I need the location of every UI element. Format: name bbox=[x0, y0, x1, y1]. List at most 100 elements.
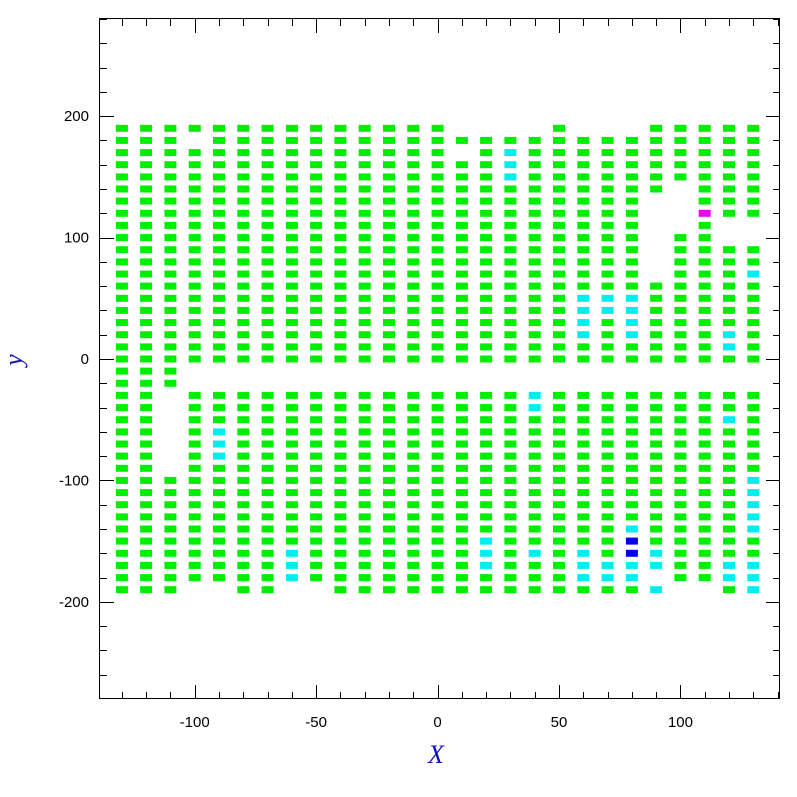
data-cell-green bbox=[383, 440, 395, 448]
data-cell-green bbox=[747, 428, 760, 436]
data-cell-green bbox=[455, 476, 468, 484]
data-cell-green bbox=[334, 501, 347, 509]
data-cell-green bbox=[140, 149, 153, 157]
data-cell-green bbox=[358, 464, 371, 472]
data-cell-green bbox=[213, 404, 225, 412]
data-cell-green bbox=[407, 331, 420, 339]
data-cell-green bbox=[261, 537, 274, 545]
y-tick-labels: -200 -100 0 100 200 bbox=[59, 108, 89, 611]
data-cell-green bbox=[553, 537, 565, 545]
data-cell-green bbox=[553, 173, 565, 181]
data-cell-green bbox=[553, 161, 565, 169]
data-cell-green bbox=[188, 185, 201, 193]
data-cell-cyan bbox=[747, 501, 760, 509]
data-cell-green bbox=[115, 416, 128, 424]
data-cell-green bbox=[431, 416, 444, 424]
data-cell-green bbox=[140, 367, 153, 375]
data-cell-green bbox=[164, 525, 177, 533]
data-cell-green bbox=[383, 197, 395, 205]
data-cell-green bbox=[285, 428, 298, 436]
data-cell-green bbox=[358, 149, 371, 157]
data-cell-green bbox=[407, 476, 420, 484]
data-cell-green bbox=[140, 404, 153, 412]
data-cell-green bbox=[140, 343, 153, 351]
data-cell-green bbox=[140, 306, 153, 314]
data-cell-green bbox=[407, 525, 420, 533]
data-cell-green bbox=[601, 136, 614, 144]
data-cell-green bbox=[455, 391, 468, 399]
data-cell-green bbox=[455, 452, 468, 460]
data-cell-green bbox=[358, 574, 371, 582]
data-cell-green bbox=[455, 258, 468, 266]
data-cell-green bbox=[237, 404, 250, 412]
data-cell-green bbox=[480, 428, 493, 436]
data-cell-green bbox=[625, 404, 638, 412]
data-cell-green bbox=[140, 391, 153, 399]
data-cell-green bbox=[553, 416, 565, 424]
data-cell-cyan bbox=[577, 574, 590, 582]
data-cell-green bbox=[455, 282, 468, 290]
data-cell-green bbox=[553, 258, 565, 266]
data-cell-green bbox=[431, 355, 444, 363]
data-cell-green bbox=[650, 319, 663, 327]
data-cell-green bbox=[625, 428, 638, 436]
data-cell-green bbox=[407, 173, 420, 181]
data-cell-green bbox=[164, 561, 177, 569]
data-cell-green bbox=[164, 124, 177, 132]
data-cells bbox=[115, 124, 760, 594]
data-cell-green bbox=[698, 331, 711, 339]
data-cell-green bbox=[407, 149, 420, 157]
data-cell-green bbox=[504, 294, 517, 302]
data-cell-green bbox=[140, 379, 153, 387]
data-cell-cyan bbox=[577, 331, 590, 339]
data-cell-green bbox=[237, 246, 250, 254]
data-cell-green bbox=[601, 416, 614, 424]
data-cell-green bbox=[285, 525, 298, 533]
data-cell-green bbox=[528, 513, 541, 521]
data-cell-green bbox=[553, 234, 565, 242]
data-cell-green bbox=[553, 221, 565, 229]
data-cell-cyan bbox=[504, 161, 517, 169]
data-cell-green bbox=[310, 294, 323, 302]
data-cell-cyan bbox=[625, 574, 638, 582]
data-cell-green bbox=[625, 136, 638, 144]
data-cell-green bbox=[140, 476, 153, 484]
data-cell-green bbox=[188, 416, 201, 424]
data-cell-green bbox=[650, 440, 663, 448]
data-cell-green bbox=[698, 391, 711, 399]
data-cell-green bbox=[237, 416, 250, 424]
data-cell-green bbox=[698, 525, 711, 533]
data-cell-green bbox=[285, 173, 298, 181]
data-cell-green bbox=[698, 306, 711, 314]
data-cell-green bbox=[164, 270, 177, 278]
data-cell-green bbox=[504, 209, 517, 217]
data-cell-green bbox=[188, 513, 201, 521]
data-cell-green bbox=[383, 246, 395, 254]
data-cell-green bbox=[237, 452, 250, 460]
data-cell-green bbox=[723, 246, 735, 254]
data-cell-green bbox=[698, 124, 711, 132]
data-cell-green bbox=[407, 234, 420, 242]
data-cell-green bbox=[383, 319, 395, 327]
data-cell-green bbox=[213, 537, 225, 545]
data-cell-green bbox=[188, 270, 201, 278]
data-cell-green bbox=[383, 586, 395, 594]
data-cell-green bbox=[188, 319, 201, 327]
data-cell-green bbox=[140, 452, 153, 460]
data-cell-green bbox=[504, 416, 517, 424]
data-cell-green bbox=[625, 234, 638, 242]
data-cell-green bbox=[310, 319, 323, 327]
data-cell-green bbox=[480, 185, 493, 193]
data-cell-green bbox=[358, 124, 371, 132]
data-cell-green bbox=[480, 197, 493, 205]
data-cell-green bbox=[310, 185, 323, 193]
data-cell-green bbox=[115, 355, 128, 363]
data-cell-green bbox=[140, 440, 153, 448]
data-cell-green bbox=[310, 343, 323, 351]
data-cell-green bbox=[261, 561, 274, 569]
data-cell-green bbox=[650, 306, 663, 314]
data-cell-green bbox=[310, 464, 323, 472]
plot-frame bbox=[99, 18, 780, 699]
data-cell-green bbox=[115, 404, 128, 412]
data-cell-green bbox=[504, 221, 517, 229]
